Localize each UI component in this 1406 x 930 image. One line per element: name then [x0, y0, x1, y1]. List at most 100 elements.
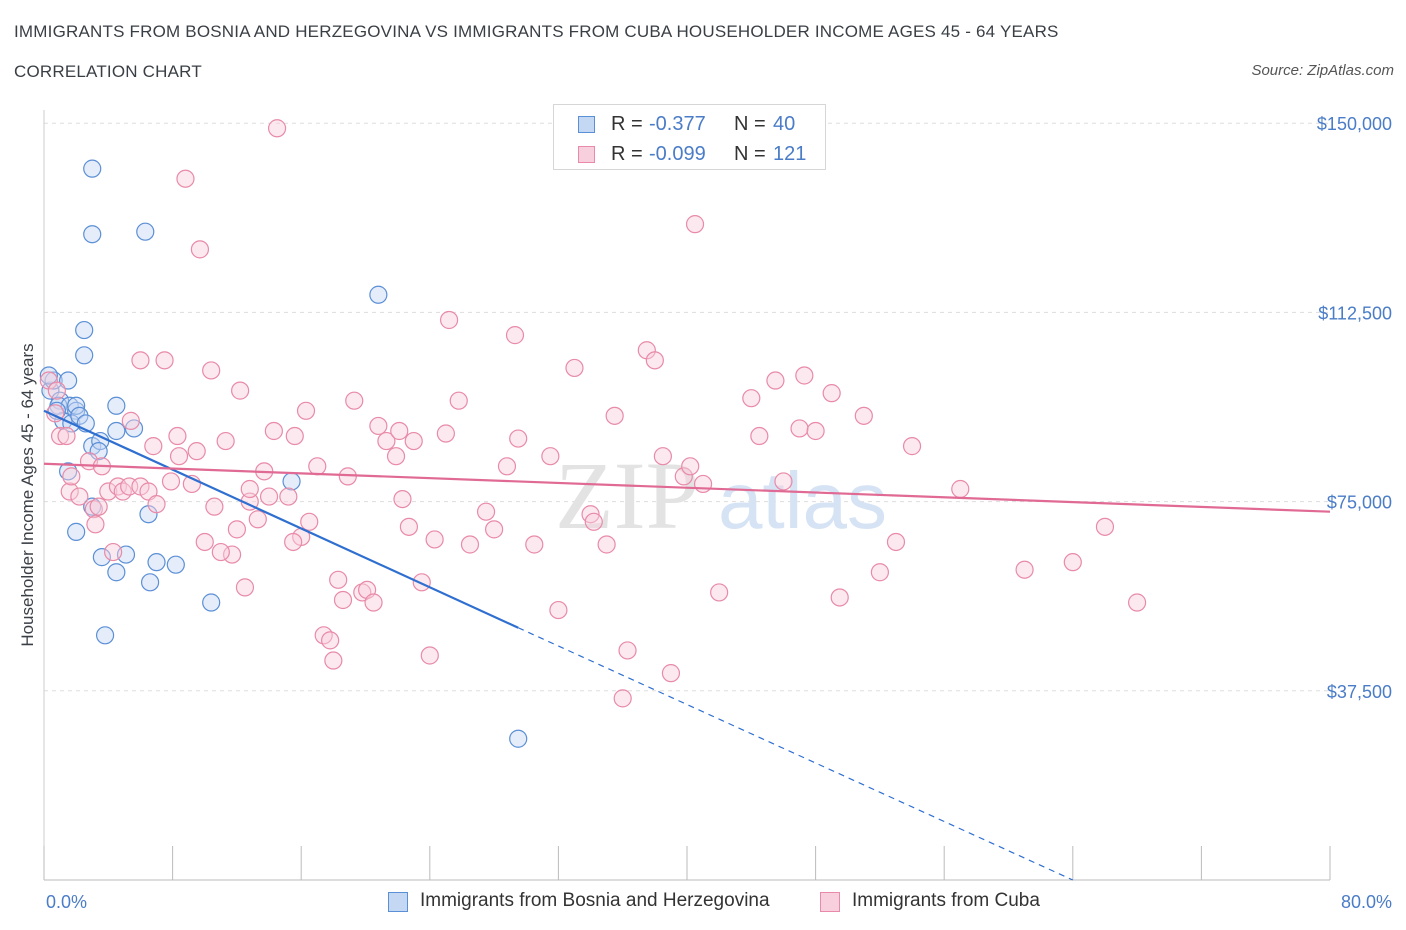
legend-swatch-cuba	[578, 146, 595, 163]
cuba-point	[308, 457, 327, 476]
points-layer	[39, 119, 1147, 748]
cuba-point	[131, 351, 150, 370]
cuba-point	[259, 487, 279, 506]
cuba-point	[830, 588, 849, 607]
cuba-point	[147, 495, 166, 514]
r-label: R =	[611, 113, 643, 135]
cuba-point	[505, 326, 525, 345]
legend-row-bosnia: R = -0.377 N = 40	[554, 109, 825, 139]
cuba-point	[399, 517, 419, 536]
cuba-point	[685, 215, 705, 234]
cuba-point	[822, 384, 841, 403]
cuba-point	[345, 391, 364, 410]
cuba-point	[168, 426, 187, 446]
cuba-point	[854, 406, 873, 425]
watermark-atlas: atlas	[718, 456, 887, 545]
cuba-point	[60, 482, 79, 501]
bosnia-point	[509, 729, 528, 748]
cuba-point	[436, 424, 455, 443]
cuba-point	[99, 482, 118, 501]
cuba-point	[693, 474, 713, 494]
cuba-point	[661, 664, 681, 683]
bottom-legend-swatch-bosnia	[388, 892, 408, 912]
bosnia-trend-line	[43, 409, 519, 629]
chart-title: IMMIGRANTS FROM BOSNIA AND HERZEGOVINA V…	[14, 22, 1059, 41]
stats-legend: R = -0.377 N = 40 R = -0.099 N = 121	[553, 104, 826, 170]
r-value: -0.099	[649, 143, 706, 165]
r-value: -0.377	[649, 113, 706, 135]
cuba-point	[742, 389, 761, 408]
cuba-point	[169, 447, 189, 466]
n-value: 121	[773, 143, 807, 165]
cuba-point	[195, 532, 214, 552]
bosnia-point	[107, 396, 126, 415]
cuba-point	[1063, 553, 1082, 572]
cuba-point	[870, 563, 890, 582]
legend-row-cuba: R = -0.099 N = 121	[554, 139, 825, 169]
cuba-point	[300, 512, 319, 531]
cuba-point	[121, 411, 140, 430]
cuba-point	[525, 535, 544, 554]
cuba-point	[460, 535, 480, 554]
cuba-point	[681, 457, 700, 476]
bosnia-point	[369, 285, 388, 304]
cuba-point	[766, 371, 785, 390]
cuba-point	[70, 487, 89, 506]
bosnia-point	[39, 366, 58, 385]
bosnia-point	[166, 555, 185, 574]
cuba-point	[84, 500, 103, 519]
trend-layer	[43, 409, 1331, 881]
cuba-point	[439, 310, 459, 330]
cuba-point	[86, 515, 105, 534]
cuba-point	[613, 689, 632, 708]
cuba-point	[279, 487, 298, 506]
cuba-point	[187, 442, 206, 461]
watermark: ZIP atlas	[555, 442, 887, 549]
cuba-point	[144, 437, 163, 456]
cuba-point	[57, 426, 76, 446]
cuba-point	[190, 240, 210, 259]
cuba-point	[285, 426, 304, 446]
cuba-point	[390, 421, 409, 441]
cuba-point	[386, 447, 406, 466]
cuba-point	[404, 431, 423, 451]
y-axis-label: Householder Income Ages 45 - 64 years	[18, 343, 37, 646]
y-tick-label: $150,000	[1317, 114, 1392, 134]
cuba-point	[202, 361, 221, 380]
bosnia-point	[75, 346, 94, 365]
bottom-legend-swatch-cuba	[820, 892, 840, 912]
chart-subtitle: CORRELATION CHART	[14, 62, 202, 81]
n-label: N =	[734, 113, 766, 135]
bosnia-point	[59, 462, 78, 481]
bosnia-point	[75, 320, 94, 340]
bosnia-point	[107, 563, 126, 582]
cuba-point	[509, 429, 528, 448]
x-tick-label-min: 0.0%	[46, 892, 87, 912]
bosnia-point	[83, 225, 102, 244]
source-label: Source: ZipAtlas.com	[1251, 62, 1394, 79]
bosnia-point	[83, 159, 102, 178]
cuba-point	[104, 542, 123, 562]
cuba-point	[176, 169, 195, 188]
cuba-point	[886, 532, 906, 552]
y-tick-label: $75,000	[1327, 493, 1392, 513]
cuba-point	[211, 542, 230, 562]
cuba-point	[605, 406, 624, 425]
cuba-point	[62, 467, 81, 486]
cuba-point	[1015, 560, 1034, 579]
bosnia-point	[44, 371, 63, 390]
cuba-point	[235, 578, 255, 597]
cuba-point	[674, 467, 693, 486]
bosnia-point	[95, 626, 115, 645]
cuba-point	[161, 472, 181, 491]
cuba-point	[89, 497, 108, 516]
cuba-point	[485, 520, 504, 539]
cuba-point	[653, 447, 672, 466]
cuba-point	[597, 535, 616, 554]
bosnia-point	[59, 371, 78, 390]
cuba-point	[377, 431, 396, 451]
bosnia-point	[282, 472, 301, 491]
bosnia-point	[107, 421, 126, 441]
cuba-point	[364, 593, 383, 612]
